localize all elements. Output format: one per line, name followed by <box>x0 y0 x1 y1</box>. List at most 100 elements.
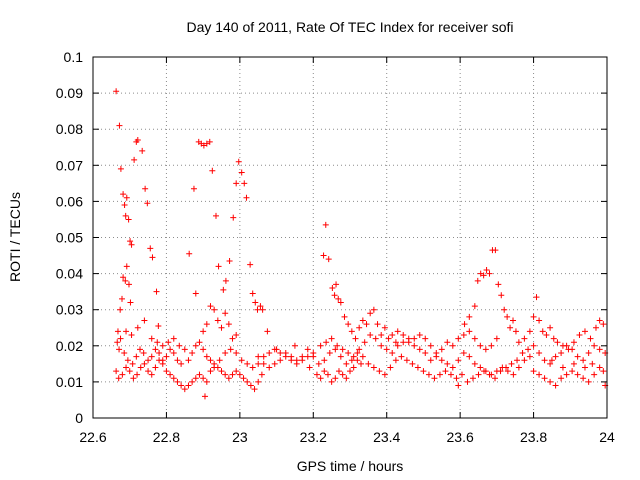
data-point <box>339 346 346 353</box>
data-point <box>332 346 339 353</box>
data-point <box>117 165 124 172</box>
data-point <box>266 350 273 357</box>
x-tick-label: 23.6 <box>447 429 474 445</box>
y-tick-label: 0.08 <box>56 121 83 137</box>
data-point <box>350 364 357 371</box>
data-point <box>201 393 208 400</box>
data-point <box>580 375 587 382</box>
data-point <box>385 335 392 342</box>
data-point <box>581 364 588 371</box>
data-point <box>243 194 250 201</box>
data-point <box>400 331 407 338</box>
data-point <box>507 324 514 331</box>
data-point <box>125 216 132 223</box>
data-point <box>348 328 355 335</box>
data-point <box>329 285 336 292</box>
data-point <box>222 371 229 378</box>
data-point <box>569 346 576 353</box>
x-tick-label: 23.2 <box>300 429 327 445</box>
data-point <box>119 295 126 302</box>
data-point <box>444 339 451 346</box>
data-point <box>416 346 423 353</box>
data-point <box>526 353 533 360</box>
x-tick-label: 23.8 <box>520 429 547 445</box>
data-point <box>510 317 517 324</box>
data-point <box>225 321 232 328</box>
data-point <box>116 346 123 353</box>
data-point <box>206 138 213 145</box>
data-point <box>192 375 199 382</box>
data-point <box>389 331 396 338</box>
data-point <box>212 212 219 219</box>
data-point <box>347 368 353 375</box>
data-point <box>304 346 311 353</box>
data-point <box>178 360 185 367</box>
data-point <box>343 375 350 382</box>
data-point <box>156 350 163 357</box>
data-point <box>486 270 493 277</box>
data-point <box>211 364 218 371</box>
data-point <box>471 335 478 342</box>
data-point <box>488 342 495 349</box>
data-point <box>233 180 240 187</box>
data-point <box>126 368 133 375</box>
data-point <box>196 371 203 378</box>
data-point <box>498 292 505 299</box>
data-point <box>203 378 210 385</box>
data-point <box>257 303 264 310</box>
data-point <box>185 357 192 364</box>
data-point <box>394 342 401 349</box>
data-point <box>341 313 348 320</box>
data-point <box>247 382 254 389</box>
data-point <box>580 357 587 364</box>
data-point <box>222 350 229 357</box>
data-point <box>288 353 295 360</box>
data-point <box>554 339 561 346</box>
data-point <box>134 137 141 144</box>
data-point <box>471 303 478 310</box>
data-point <box>321 357 328 364</box>
data-point <box>492 247 499 254</box>
data-point <box>547 360 554 367</box>
data-point <box>136 346 143 353</box>
data-point <box>389 350 396 357</box>
data-point <box>392 339 399 346</box>
data-point <box>438 346 445 353</box>
data-point <box>148 353 155 360</box>
data-point <box>574 371 581 378</box>
data-point <box>458 371 465 378</box>
data-point <box>235 158 242 165</box>
data-point <box>464 378 471 385</box>
data-point <box>233 368 240 375</box>
data-point <box>127 299 134 306</box>
data-point <box>515 339 522 346</box>
data-point <box>259 306 266 313</box>
data-point <box>466 353 473 360</box>
data-point <box>119 371 126 378</box>
data-point <box>354 357 361 364</box>
data-point <box>345 350 352 357</box>
data-point <box>427 357 434 364</box>
data-markers <box>113 88 609 400</box>
data-point <box>128 241 135 248</box>
y-tick-label: 0.03 <box>56 302 83 318</box>
y-tick-label: 0.06 <box>56 193 83 209</box>
data-point <box>477 364 484 371</box>
data-point <box>481 368 488 375</box>
data-point <box>304 353 311 360</box>
data-point <box>121 202 128 209</box>
data-point <box>207 368 214 375</box>
data-point <box>207 357 214 364</box>
data-point <box>124 357 131 364</box>
data-point <box>244 378 251 385</box>
data-point <box>149 254 156 261</box>
data-point <box>159 360 166 367</box>
data-point <box>460 331 467 338</box>
data-point <box>144 200 151 207</box>
data-point <box>233 331 240 338</box>
data-point <box>559 364 566 371</box>
data-point <box>291 342 298 349</box>
data-point <box>550 335 557 342</box>
data-point <box>145 357 152 364</box>
data-point <box>148 371 155 378</box>
